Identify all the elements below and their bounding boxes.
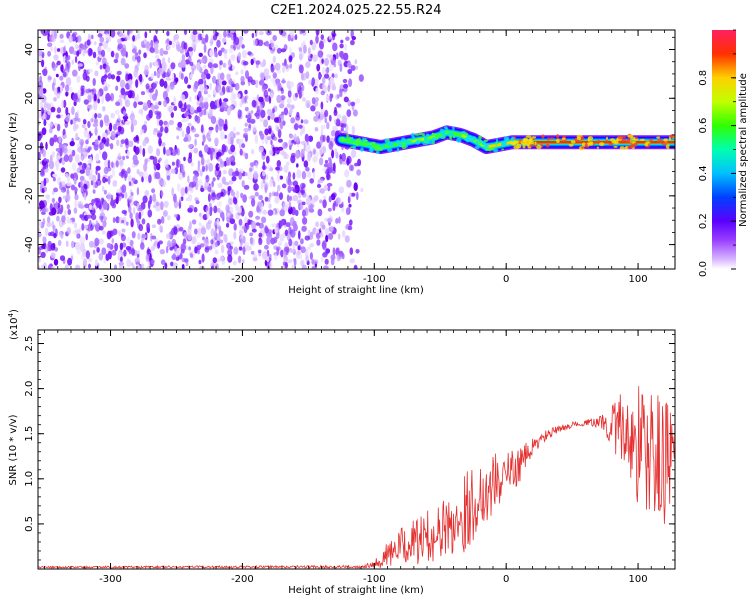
snr-y-label: SNR (10 * v/v)	[8, 414, 19, 485]
snr-frame	[37, 329, 676, 570]
spectrogram-frame	[37, 29, 676, 270]
snr-y-multiplier-base: (x10	[9, 317, 20, 340]
snr-y-multiplier-exp: 4	[7, 312, 15, 317]
y-tick-label: 2.5	[24, 336, 35, 352]
snr-series-line	[38, 386, 675, 569]
snr-x-label: Height of straight line (km)	[288, 585, 424, 596]
colorbar-gradient	[712, 30, 736, 269]
y-tick-label: 1.0	[24, 471, 35, 487]
colorbar-ticks: 0.0 0.2 0.4 0.6 0.8	[698, 29, 736, 277]
x-tick-label: -200	[231, 274, 254, 285]
x-tick-label: -100	[363, 274, 386, 285]
snr-panel: -300 -200 -100 0 100 0.5 1.0 1.5 2.0 2.5 Height o…	[7, 309, 676, 596]
x-tick-label: -300	[99, 574, 122, 585]
y-tick-label: 40	[24, 43, 35, 56]
spectrogram-plot	[38, 30, 675, 269]
colorbar: 0.0 0.2 0.4 0.6 0.8 Normalized spectral ampl…	[698, 29, 749, 277]
x-tick-label: -300	[99, 274, 122, 285]
figure-title: C2E1.2024.025.22.55.R24	[270, 3, 441, 18]
y-tick-label: 1.5	[24, 426, 35, 442]
spectrogram-noise	[38, 30, 673, 269]
x-tick-label: 100	[629, 574, 648, 585]
snr-y-multiplier: (x104)	[7, 309, 20, 340]
colorbar-tick-label: 0.0	[698, 261, 709, 277]
snr-plot	[38, 386, 675, 569]
colorbar-tick-label: 0.2	[698, 213, 709, 229]
snr-y-multiplier-close: )	[9, 309, 20, 313]
spectrogram-ridge	[334, 125, 675, 155]
colorbar-tick-label: 0.6	[698, 118, 709, 134]
y-tick-label: 0	[24, 144, 35, 150]
colorbar-label: Normalized spectral amplitude	[738, 73, 749, 227]
svg-text:(x104): (x104)	[7, 309, 20, 340]
y-tick-label: 20	[24, 92, 35, 105]
x-tick-label: -200	[231, 574, 254, 585]
x-tick-label: 100	[629, 274, 648, 285]
x-tick-label: -100	[363, 574, 386, 585]
y-tick-label: 2.0	[24, 381, 35, 397]
colorbar-tick-label: 0.4	[698, 165, 709, 181]
spectrogram-x-label: Height of straight line (km)	[288, 285, 424, 296]
snr-axes: -300 -200 -100 0 100 0.5 1.0 1.5 2.0 2.5	[24, 330, 675, 585]
y-tick-label: 0.5	[24, 516, 35, 532]
spectrogram-y-label: Frequency (Hz)	[8, 112, 19, 188]
y-tick-label: -20	[24, 188, 35, 204]
x-tick-label: 0	[503, 574, 509, 585]
colorbar-tick-label: 0.8	[698, 70, 709, 86]
x-tick-label: 0	[503, 274, 509, 285]
y-tick-label: -40	[24, 236, 35, 252]
